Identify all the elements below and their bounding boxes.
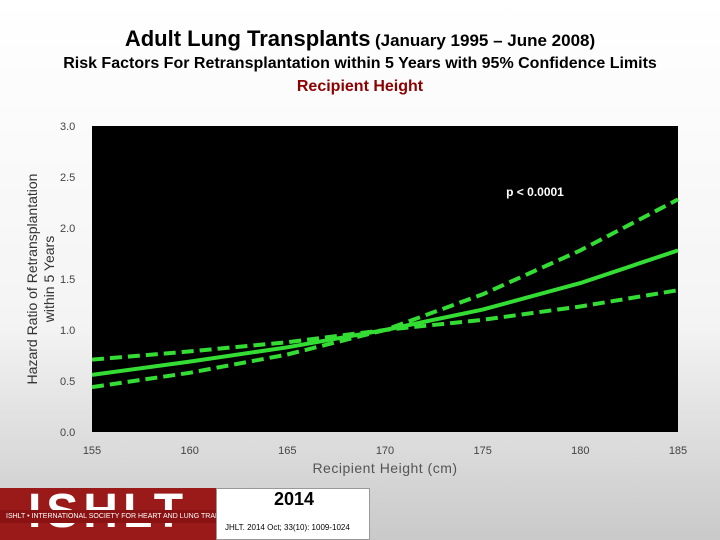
chart-subtitle: Risk Factors For Retransplantation withi… <box>63 55 657 72</box>
variable-name: Recipient Height <box>296 78 424 95</box>
y-tick-label: 0.5 <box>60 376 75 388</box>
x-tick-label: 175 <box>474 445 492 457</box>
y-tick-label: 1.5 <box>60 274 75 286</box>
y-tick-label: 2.5 <box>60 172 75 184</box>
x-tick-label: 170 <box>376 445 394 457</box>
y-axis-label-line2: within 5 Years <box>41 236 57 323</box>
title-main: Adult Lung Transplants <box>124 26 371 51</box>
x-tick-label: 185 <box>669 445 687 457</box>
y-tick-label: 3.0 <box>60 121 75 133</box>
y-axis-ticks: 0.0 0.5 1.0 1.5 2.0 2.5 3.0 <box>60 121 75 439</box>
x-axis-ticks: 155 160 165 170 175 180 185 <box>83 445 687 457</box>
x-tick-label: 165 <box>278 445 296 457</box>
x-tick-label: 155 <box>83 445 101 457</box>
citation-text: JHLT. 2014 Oct; 33(10): 1009-1024 <box>225 523 350 532</box>
plot-area <box>92 126 678 432</box>
citation-year: 2014 <box>273 489 315 509</box>
p-value-annotation: p < 0.0001 <box>506 185 564 199</box>
confidence-limit-line-2 <box>91 288 679 362</box>
title-period: (January 1995 – June 2008) <box>374 31 596 50</box>
y-axis-label-line1: Hazard Ratio of Retransplantation <box>24 174 40 385</box>
page-title: Adult Lung Transplants (January 1995 – J… <box>0 26 720 52</box>
series-layer <box>91 197 679 390</box>
x-tick-label: 180 <box>571 445 589 457</box>
x-tick-label: 160 <box>181 445 199 457</box>
x-axis-label: Recipient Height (cm) <box>312 460 457 476</box>
y-tick-label: 1.0 <box>60 325 75 337</box>
y-tick-label: 2.0 <box>60 223 75 235</box>
citation-box: 2014 JHLT. 2014 Oct; 33(10): 1009-1024 <box>216 488 370 540</box>
y-tick-label: 0.0 <box>60 427 75 439</box>
